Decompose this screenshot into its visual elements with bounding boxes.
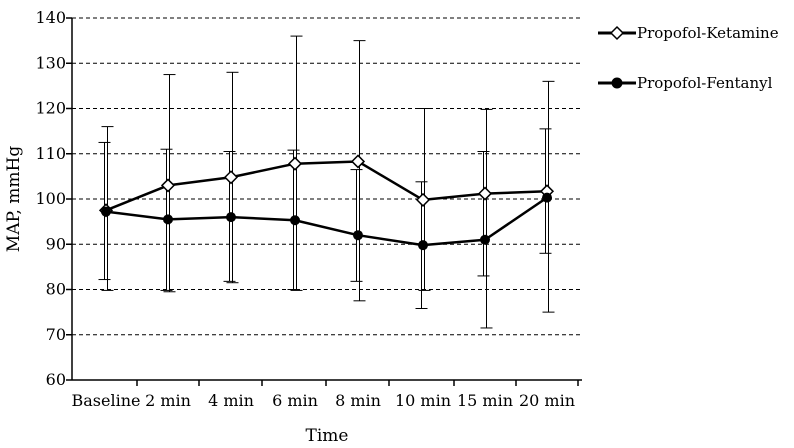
point-propofol-fentanyl-4 bbox=[353, 230, 363, 241]
x-tick-label-5: 10 min bbox=[395, 391, 451, 410]
point-propofol-fentanyl-5 bbox=[418, 240, 428, 251]
y-tick-label-60: 60 bbox=[46, 370, 66, 389]
x-tick-label-4: 8 min bbox=[335, 391, 381, 410]
point-propofol-ketamine-3 bbox=[287, 156, 303, 171]
x-tick-label-3: 6 min bbox=[272, 391, 318, 410]
y-tick-label-100: 100 bbox=[35, 189, 66, 208]
y-tick-label-110: 110 bbox=[35, 144, 66, 163]
point-propofol-fentanyl-6 bbox=[480, 234, 490, 245]
y-tick-label-140: 140 bbox=[35, 8, 66, 27]
legend-label-propofol-fentanyl: Propofol-Fentanyl bbox=[637, 74, 773, 92]
legend-diamond-icon bbox=[609, 25, 625, 41]
y-tick-label-120: 120 bbox=[35, 99, 66, 118]
point-propofol-fentanyl-7 bbox=[542, 192, 552, 203]
point-propofol-fentanyl-2 bbox=[226, 212, 236, 223]
legend: Propofol-Ketamine Propofol-Fentanyl bbox=[598, 24, 779, 92]
y-tick-label-90: 90 bbox=[46, 234, 66, 253]
x-ticks: Baseline 2 min 4 min 6 min 8 min 10 min 15 min… bbox=[72, 380, 579, 410]
legend-item-propofol-fentanyl: Propofol-Fentanyl bbox=[598, 74, 773, 92]
point-propofol-ketamine-5 bbox=[415, 192, 431, 207]
point-propofol-fentanyl-3 bbox=[290, 215, 300, 226]
legend-item-propofol-ketamine: Propofol-Ketamine bbox=[598, 24, 779, 42]
point-propofol-ketamine-6 bbox=[477, 186, 493, 201]
point-propofol-ketamine-1 bbox=[160, 178, 176, 193]
series-line-propofol-fentanyl bbox=[105, 196, 548, 247]
legend-label-propofol-ketamine: Propofol-Ketamine bbox=[637, 24, 779, 42]
point-propofol-fentanyl-0 bbox=[101, 206, 111, 217]
legend-circle-icon bbox=[611, 77, 623, 89]
x-tick-label-7: 20 min bbox=[519, 391, 575, 410]
point-propofol-ketamine-2 bbox=[223, 170, 239, 185]
y-axis-title: MAP, mmHg bbox=[4, 146, 24, 253]
point-propofol-ketamine-4 bbox=[350, 154, 366, 169]
series-line-propofol-ketamine bbox=[105, 160, 548, 212]
y-tick-label-70: 70 bbox=[46, 325, 66, 344]
series-lines bbox=[105, 160, 548, 247]
y-tick-label-80: 80 bbox=[46, 280, 66, 299]
series-markers bbox=[98, 154, 555, 251]
gridlines bbox=[72, 17, 582, 336]
x-tick-label-6: 15 min bbox=[457, 391, 513, 410]
x-tick-label-2: 4 min bbox=[208, 391, 254, 410]
x-tick-label-0: Baseline bbox=[72, 391, 141, 410]
y-ticks: 60 70 80 90 100 110 120 130 140 bbox=[35, 8, 72, 389]
y-tick-label-130: 130 bbox=[35, 53, 66, 72]
point-propofol-fentanyl-1 bbox=[163, 214, 173, 225]
x-axis-title: Time bbox=[306, 426, 349, 446]
x-tick-label-1: 2 min bbox=[145, 391, 191, 410]
